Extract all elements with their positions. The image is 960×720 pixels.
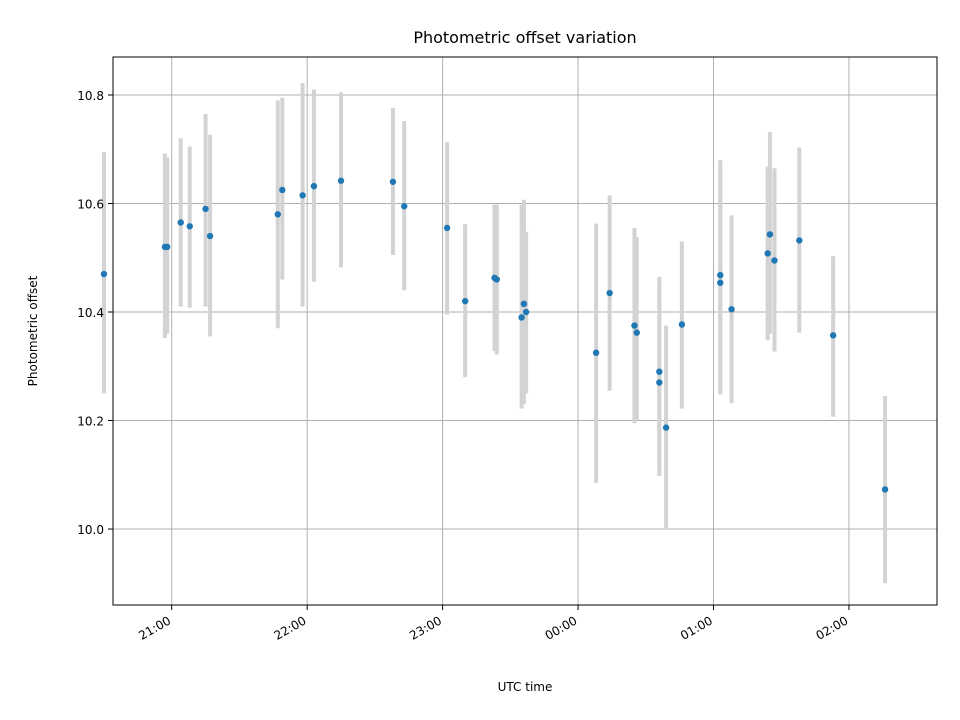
- data-point: [631, 322, 638, 329]
- data-point: [771, 257, 778, 264]
- data-point: [279, 186, 286, 194]
- data-point: [186, 223, 193, 230]
- data-point: [633, 329, 640, 336]
- data-point: [656, 379, 663, 386]
- data-point: [310, 182, 318, 190]
- y-axis-ticks: 10.0 10.2 10.4 10.6 10.8: [77, 89, 113, 537]
- y-tick-label: 10.6: [77, 197, 104, 211]
- data-point: [678, 321, 686, 328]
- data-point: [522, 308, 530, 316]
- x-axis-label: UTC time: [498, 680, 553, 694]
- data-point: [717, 279, 724, 286]
- data-point: [461, 297, 469, 305]
- data-points: [100, 177, 889, 493]
- y-tick-label: 10.4: [77, 306, 104, 320]
- data-point: [493, 276, 500, 283]
- data-point: [764, 250, 771, 257]
- plot-frame: [112, 56, 938, 606]
- data-point: [100, 270, 108, 278]
- data-point: [520, 300, 528, 308]
- data-point: [728, 306, 735, 313]
- data-point: [518, 314, 525, 321]
- data-point: [829, 332, 837, 339]
- data-point: [202, 205, 209, 213]
- data-point: [206, 232, 214, 240]
- data-point: [299, 192, 306, 199]
- data-point: [163, 243, 171, 251]
- y-tick-label: 10.2: [77, 415, 104, 429]
- chart-title: Photometric offset variation: [413, 28, 636, 47]
- data-point: [401, 203, 408, 210]
- data-point: [881, 486, 889, 493]
- data-point: [717, 271, 724, 279]
- data-point: [443, 224, 451, 232]
- data-point: [389, 178, 397, 185]
- data-point: [592, 349, 600, 356]
- data-point: [274, 211, 281, 218]
- data-point: [766, 231, 774, 238]
- y-tick-label: 10.0: [77, 523, 104, 537]
- data-point: [656, 368, 663, 375]
- y-axis-label: Photometric offset: [26, 275, 40, 386]
- data-point: [606, 289, 613, 297]
- data-point: [177, 219, 184, 226]
- data-point: [662, 424, 670, 431]
- y-tick-label: 10.8: [77, 89, 104, 103]
- data-point: [337, 177, 345, 184]
- data-point: [796, 237, 803, 244]
